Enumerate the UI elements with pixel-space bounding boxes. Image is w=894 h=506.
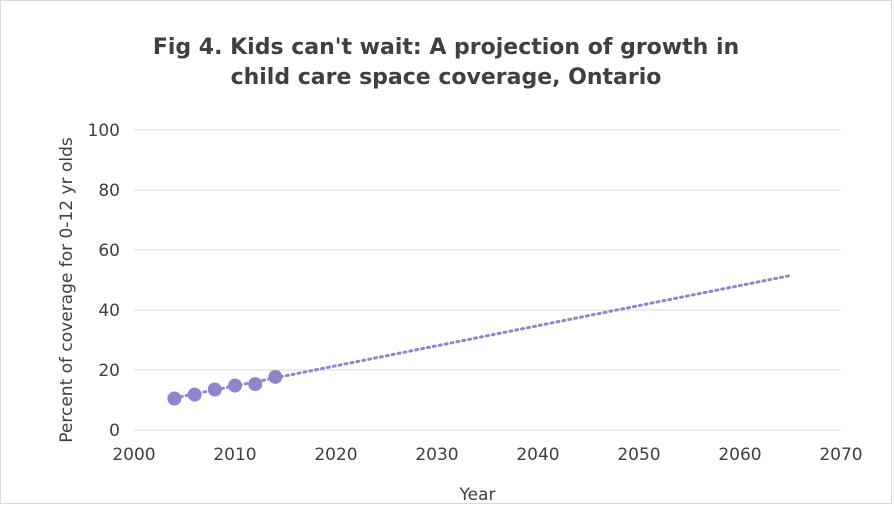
data-point xyxy=(268,369,283,384)
x-tick-label: 2040 xyxy=(516,445,559,465)
x-tick-label: 2010 xyxy=(213,445,256,465)
y-tick-labels: 0 20 40 60 80 100 xyxy=(88,121,120,441)
y-tick-label: 40 xyxy=(98,301,120,321)
data-point xyxy=(207,382,222,397)
chart-title-line-2: child care space coverage, Ontario xyxy=(230,65,662,90)
gridlines xyxy=(134,129,841,371)
data-point xyxy=(248,377,263,392)
y-tick-label: 20 xyxy=(98,361,120,381)
chart-title-line-1: Fig 4. Kids can't wait: A projection of … xyxy=(152,35,740,60)
data-point xyxy=(228,378,242,393)
x-axis-title: Year xyxy=(459,485,496,505)
y-tick-label: 0 xyxy=(109,421,120,441)
y-tick-label: 80 xyxy=(98,181,120,201)
y-axis-title: Percent of coverage for 0-12 yr olds xyxy=(57,137,77,443)
y-tick-label: 60 xyxy=(98,241,120,261)
x-tick-label: 2060 xyxy=(718,445,761,465)
data-points xyxy=(167,369,283,406)
x-tick-labels: 2000 2010 2020 2030 2040 2050 2060 2070 xyxy=(112,445,862,465)
x-tick-label: 2000 xyxy=(112,445,155,465)
x-tick-label: 2070 xyxy=(819,445,862,465)
x-tick-label: 2020 xyxy=(314,445,357,465)
y-tick-label: 100 xyxy=(88,121,120,141)
trendline xyxy=(172,274,792,400)
data-point xyxy=(167,391,182,406)
x-tick-label: 2030 xyxy=(415,445,458,465)
data-point xyxy=(187,387,202,402)
x-tick-label: 2050 xyxy=(617,445,660,465)
